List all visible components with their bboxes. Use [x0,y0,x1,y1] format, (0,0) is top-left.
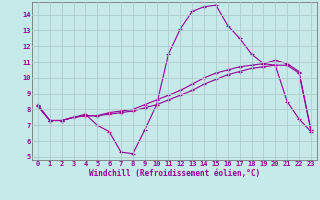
X-axis label: Windchill (Refroidissement éolien,°C): Windchill (Refroidissement éolien,°C) [89,169,260,178]
